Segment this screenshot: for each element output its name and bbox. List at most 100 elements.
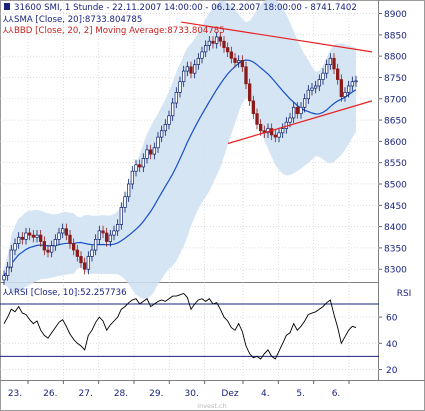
- candle: [281, 123, 285, 138]
- candle-body: [2, 275, 6, 281]
- candle: [222, 36, 226, 53]
- candle: [35, 230, 39, 243]
- time-tick-label: 6.: [332, 389, 341, 399]
- candle: [90, 244, 94, 262]
- candle-body: [222, 40, 226, 48]
- candle: [112, 225, 116, 241]
- candle-body: [46, 249, 50, 253]
- candle: [119, 202, 123, 230]
- candle: [317, 74, 321, 92]
- symbol-icon: [4, 3, 10, 10]
- candle: [185, 61, 189, 77]
- candle: [13, 238, 17, 256]
- candle: [321, 68, 325, 85]
- candle-body: [116, 224, 120, 232]
- candle-body: [332, 57, 336, 70]
- candle-body: [350, 81, 354, 87]
- price-tick-label: 8750: [384, 74, 407, 84]
- candle-body: [281, 128, 285, 134]
- candle: [20, 232, 24, 245]
- candle-body: [72, 243, 76, 251]
- candle: [31, 230, 35, 243]
- candle-body: [292, 106, 296, 119]
- candle-body: [328, 57, 332, 66]
- candle-body: [123, 196, 127, 208]
- candle-body: [343, 92, 347, 97]
- candle-body: [336, 68, 340, 80]
- candle-body: [90, 249, 94, 257]
- candle-body: [259, 123, 263, 132]
- candle-body: [255, 113, 259, 125]
- price-tick-label: 8300: [384, 266, 407, 276]
- candle-body: [211, 40, 215, 44]
- candle: [9, 244, 13, 273]
- candle: [244, 61, 248, 89]
- candle-body: [79, 256, 83, 264]
- candle-body: [189, 66, 193, 74]
- candle-body: [9, 249, 13, 268]
- candle-body: [354, 80, 358, 83]
- trendline: [181, 21, 373, 53]
- candle-body: [339, 79, 343, 97]
- candle: [347, 80, 351, 98]
- candle-body: [134, 164, 138, 172]
- bbd-legend-label: BBD [Close, 20, 2] Moving Average:8733.8…: [14, 26, 225, 36]
- rsi-grid: [0, 316, 379, 370]
- time-tick-label: 30.: [185, 389, 199, 399]
- candle-body: [127, 183, 131, 198]
- candle-body: [171, 102, 175, 117]
- candle-body: [207, 40, 211, 46]
- candle: [64, 223, 68, 241]
- candle-body: [138, 164, 142, 168]
- candle: [196, 53, 200, 70]
- candle: [39, 230, 43, 247]
- price-tick-label: 8600: [384, 138, 407, 148]
- candle-body: [108, 234, 112, 242]
- candle: [306, 85, 310, 104]
- candle-body: [130, 170, 134, 185]
- candle: [182, 65, 186, 87]
- candle: [145, 144, 149, 164]
- candle-body: [145, 149, 149, 159]
- price-tick-label: 8850: [384, 31, 407, 41]
- candle-body: [156, 136, 160, 149]
- candle-body: [248, 83, 252, 102]
- candle-body: [94, 239, 98, 251]
- candle: [204, 40, 208, 57]
- time-axis-ticks: 23. 26. 27. 28. 29. 30. Dez 4. 5. 6.: [8, 380, 350, 399]
- candle-body: [105, 232, 109, 242]
- candle-body: [182, 70, 186, 83]
- candle: [226, 42, 230, 57]
- time-tick-label: 28.: [114, 389, 128, 399]
- main-price-panel: 8300 8350 8400 8450 8500 8550 8600 8650 8700 8750…: [0, 0, 407, 380]
- time-tick-label: 29.: [149, 389, 163, 399]
- candle: [6, 261, 10, 281]
- candle: [17, 232, 21, 249]
- price-tick-label: 8900: [384, 10, 407, 20]
- candle: [171, 97, 175, 121]
- candle: [207, 36, 211, 51]
- time-tick-label: 5.: [296, 389, 305, 399]
- candle-body: [6, 266, 10, 276]
- candle-body: [57, 232, 61, 240]
- candle-body: [163, 123, 167, 132]
- candle: [53, 234, 57, 251]
- candle: [94, 234, 98, 256]
- candle: [295, 102, 299, 119]
- candle-body: [321, 72, 325, 80]
- candle: [123, 191, 127, 213]
- time-tick-label: 26.: [43, 389, 57, 399]
- candle: [218, 31, 222, 47]
- candle-body: [233, 57, 237, 63]
- candle: [116, 219, 120, 236]
- candle: [156, 131, 160, 153]
- candle: [101, 225, 105, 239]
- candle: [310, 82, 314, 96]
- candle: [24, 227, 28, 245]
- rsi-legend-label: RSI [Close, 10]:52.257736: [14, 288, 127, 298]
- candle: [134, 159, 138, 177]
- candle: [174, 87, 178, 109]
- candle-body: [28, 232, 32, 236]
- time-tick-label: Dez: [221, 389, 238, 399]
- candle-body: [141, 158, 145, 168]
